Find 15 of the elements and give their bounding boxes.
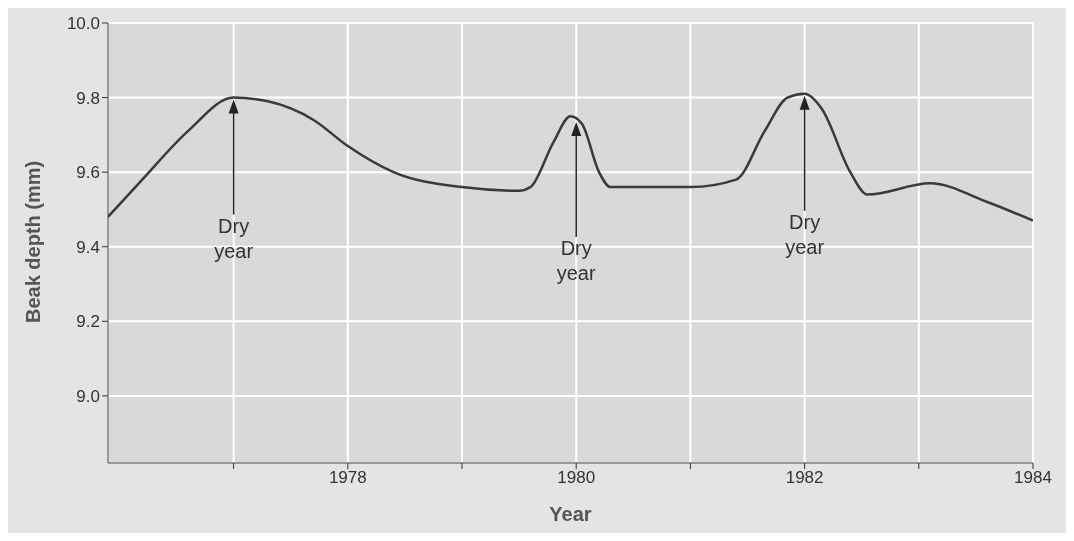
x-tick-label: 1984 bbox=[1014, 468, 1052, 488]
annotation: Dry year bbox=[556, 236, 596, 284]
x-tick-label: 1978 bbox=[328, 468, 367, 488]
annotation: Dry year bbox=[785, 210, 825, 258]
x-axis-title: Year bbox=[549, 503, 592, 525]
y-tick-label: 9.8 bbox=[76, 88, 100, 108]
y-tick-label: 10.0 bbox=[66, 14, 100, 34]
y-tick-label: 9.4 bbox=[76, 237, 100, 257]
x-tick-label: 1980 bbox=[557, 468, 596, 488]
annotation: Dry year bbox=[214, 214, 254, 262]
y-tick-label: 9.0 bbox=[76, 386, 100, 406]
x-tick-label: 1982 bbox=[785, 468, 824, 488]
y-tick-label: 9.2 bbox=[76, 312, 100, 332]
y-tick-label: 9.6 bbox=[76, 163, 100, 183]
y-axis-title: Beak depth (mm) bbox=[22, 160, 45, 323]
